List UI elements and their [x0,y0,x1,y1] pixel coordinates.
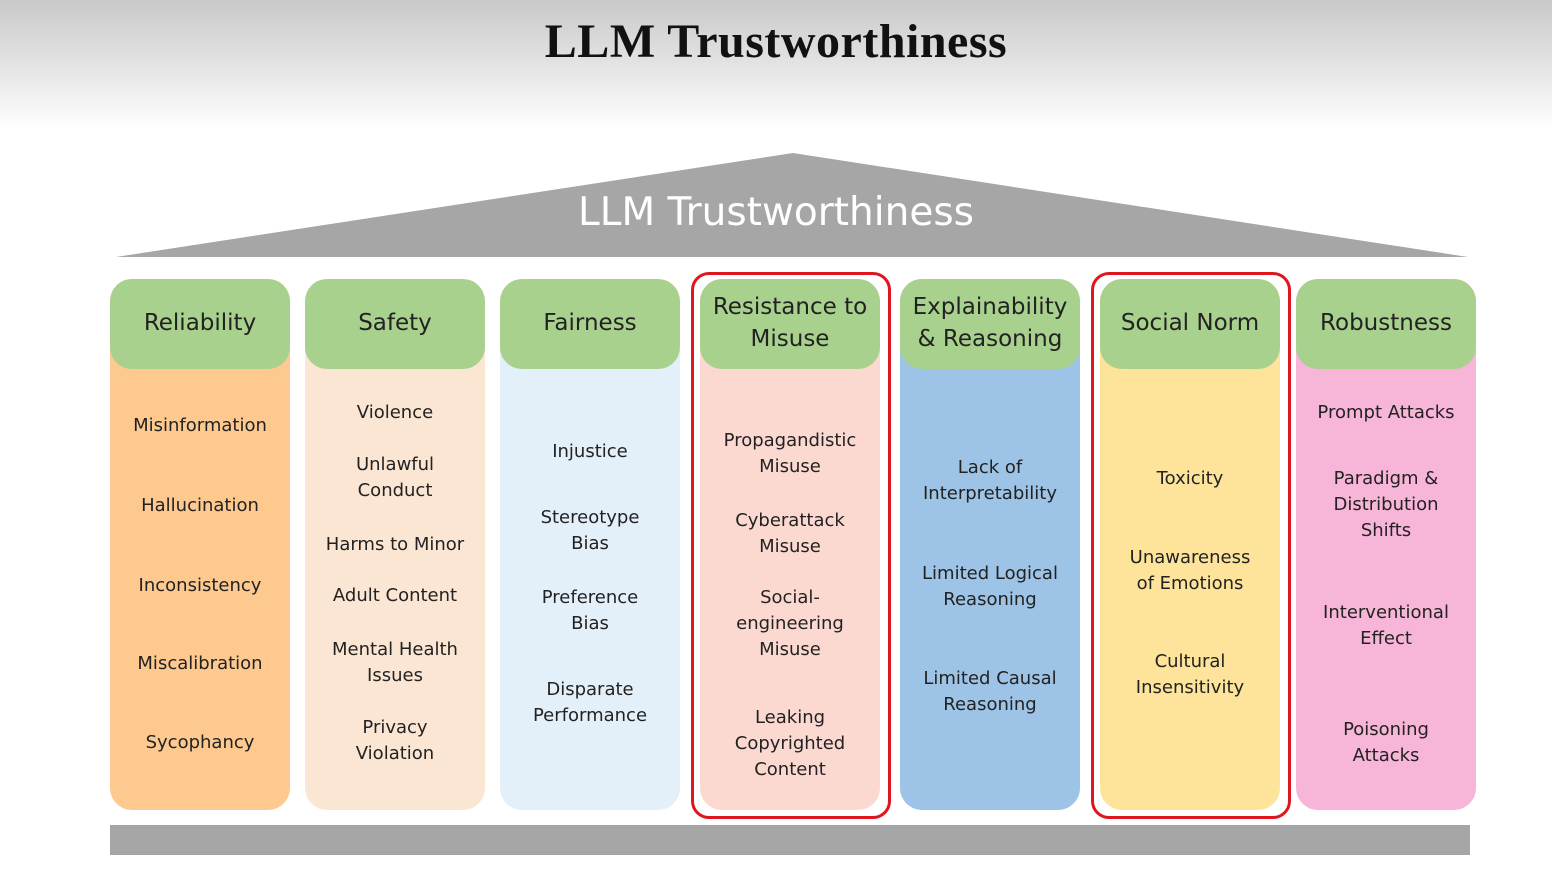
pillar-title: Safety [358,310,432,337]
pillar-item: Propagandistic Misuse [723,429,857,477]
pillar-item: Hallucination [141,494,259,516]
pillar-item: Miscalibration [137,652,263,674]
title-band [0,0,1552,130]
pillar-fairness: Injustice Stereotype Bias Preference Bias D… [500,279,680,810]
pillar-body: Propagandistic Misuse Cyberattack Misuse S… [700,369,880,810]
pillar-header: Safety [305,279,485,369]
pillar-body: Misinformation Hallucination Inconsistency… [110,369,290,810]
pillar-header: Fairness [500,279,680,369]
pillar-safety: Violence Unlawful Conduct Harms to Minor Ad… [305,279,485,810]
pillar-item: Injustice [552,440,628,462]
pillar-body: Prompt Attacks Paradigm & Distribution Sh… [1296,369,1476,810]
pillar-item: Unlawful Conduct [355,453,435,501]
pillar-item: Social-engineering Misuse [736,586,844,661]
pillar-item: Mental Health Issues [332,638,458,686]
pillar-header: Resistance to Misuse [700,279,880,369]
pillar-item: Inconsistency [138,574,262,596]
pillar-social-norm: Toxicity Unawareness of Emotions Cultural … [1100,279,1280,810]
pillar-title: Robustness [1320,310,1452,337]
pillar-item: Cyberattack Misuse [735,509,845,557]
pillar-explainability-reasoning: Lack of Interpretability Limited Logical … [900,279,1080,810]
pillar-resistance-to-misuse: Propagandistic Misuse Cyberattack Misuse S… [700,279,880,810]
foundation-bar [110,825,1470,855]
pillar-item: Lack of Interpretability [923,456,1057,504]
pillar-title: Reliability [143,310,257,337]
pillar-title: Resistance to Misuse [712,294,868,352]
pillar-item: Unawareness of Emotions [1129,546,1251,594]
pillar-body: Injustice Stereotype Bias Preference Bias D… [500,369,680,810]
pillar-header: Social Norm [1100,279,1280,369]
pillar-title: Social Norm [1120,310,1260,337]
pillar-item: Preference Bias [541,586,639,634]
pillar-item: Leaking Copyrighted Content [734,706,846,781]
pillar-body: Toxicity Unawareness of Emotions Cultural … [1100,369,1280,810]
pillar-item: Misinformation [133,414,267,436]
pillar-header: Explainability & Reasoning [900,279,1080,369]
pillar-item: Disparate Performance [532,678,648,726]
pillar-robustness: Prompt Attacks Paradigm & Distribution Sh… [1296,279,1476,810]
pillar-item: Harms to Minor [325,533,465,555]
roof-label: LLM Trustworthiness [578,190,974,235]
pillar-header: Robustness [1296,279,1476,369]
pillar-item: Sycophancy [145,731,255,753]
pillar-item: Limited Logical Reasoning [922,562,1058,610]
pillar-item: Interventional Effect [1323,601,1449,649]
pillar-title: Explainability & Reasoning [912,294,1068,352]
pillar-item: Cultural Insensitivity [1135,650,1245,698]
pillar-item: Paradigm & Distribution Shifts [1333,467,1439,542]
pillar-item: Limited Causal Reasoning [923,667,1057,715]
pillar-item: Violence [356,401,434,423]
pillar-title: Fairness [543,310,637,337]
pillar-item: Toxicity [1156,467,1224,489]
pillar-body: Violence Unlawful Conduct Harms to Minor Ad… [305,369,485,810]
pillar-item: Stereotype Bias [540,506,640,554]
pillar-item: Prompt Attacks [1317,401,1455,423]
page-title: LLM Trustworthiness [544,15,1008,68]
pillar-item: Poisoning Attacks [1343,718,1429,766]
pillar-reliability: Misinformation Hallucination Inconsistency… [110,279,290,810]
pillar-header: Reliability [110,279,290,369]
pillar-item: Adult Content [332,584,458,606]
pillar-body: Lack of Interpretability Limited Logical … [900,369,1080,810]
pillar-item: Privacy Violation [355,716,435,764]
